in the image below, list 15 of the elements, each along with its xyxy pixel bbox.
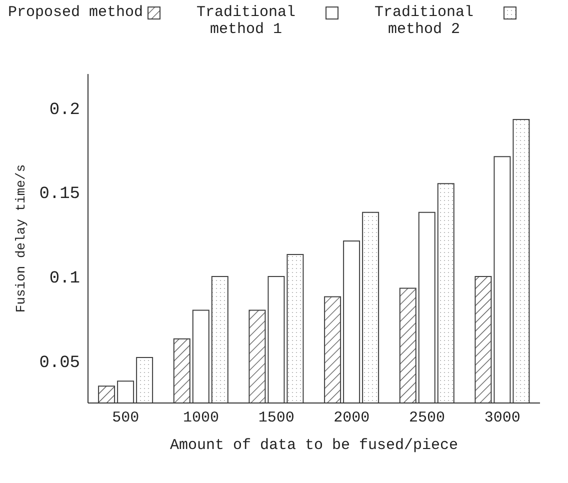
y-tick-label: 0.1: [49, 269, 80, 288]
x-tick-label: 2500: [408, 410, 446, 427]
x-tick-label: 2000: [334, 410, 370, 427]
x-tick-label: 1000: [182, 410, 220, 427]
x-tick-label: 500: [112, 410, 140, 427]
legend-label: Traditional method 1: [196, 4, 297, 38]
y-axis-title: Fusion delay time/s: [14, 164, 29, 313]
legend-label: Proposed method: [8, 4, 144, 21]
legend-label: Traditional method 2: [374, 4, 475, 38]
y-tick-label: 0.15: [39, 185, 80, 204]
x-tick-label: 1500: [258, 410, 294, 427]
x-axis-title: Amount of data to be fused/piece: [170, 437, 458, 454]
y-tick-label: 0.2: [49, 100, 80, 120]
x-tick-label: 3000: [484, 410, 520, 427]
y-tick-label: 0.05: [39, 354, 80, 373]
